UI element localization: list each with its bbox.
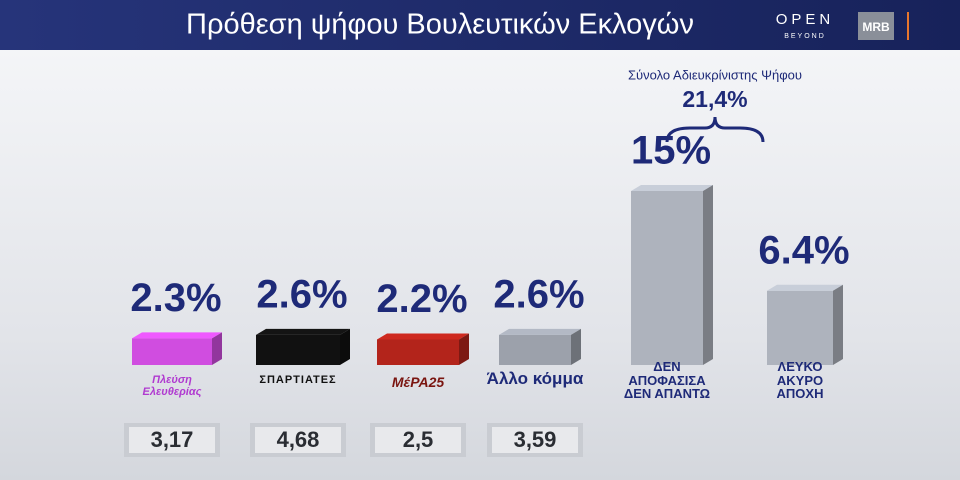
- value-label: 15%: [631, 129, 711, 173]
- annotation-value: 21,4%: [682, 86, 747, 112]
- value-label: 6.4%: [758, 228, 849, 272]
- bar-top: [767, 284, 843, 291]
- bar: [377, 339, 459, 365]
- bar-side: [833, 284, 843, 365]
- previous-label: 4,68: [277, 427, 320, 452]
- bar: [499, 334, 571, 365]
- category-label: ΜέΡΑ25: [391, 374, 445, 390]
- brace: [665, 116, 765, 143]
- category-label: Άλλο κόμμα: [486, 369, 584, 388]
- category-label: Πλεύση Ελευθερίας: [142, 374, 202, 398]
- partner: MRB: [862, 20, 890, 34]
- previous-inner: [129, 427, 215, 453]
- previous-inner: [492, 427, 578, 453]
- previous-label: 3,59: [514, 427, 557, 452]
- bar-top: [132, 332, 222, 339]
- category-label: ΛΕΥΚΟ ΑΚΥΡΟ ΑΠΟΧΗ: [776, 359, 824, 402]
- bar: [631, 191, 703, 365]
- bar-top: [256, 328, 350, 335]
- bar-top: [377, 333, 469, 340]
- bar-top: [499, 328, 581, 335]
- value-label: 2.2%: [376, 277, 467, 321]
- category-label: ΔΕΝ ΑΠΟΦΑΣΙΣΑ ΔΕΝ ΑΠΑΝΤΩ: [623, 359, 711, 402]
- previous-inner: [375, 427, 461, 453]
- value-label: 2.6%: [256, 272, 347, 316]
- logo: OPEN: [776, 11, 835, 28]
- value-label: 2.6%: [493, 272, 584, 316]
- previous-label: 2,5: [403, 427, 434, 452]
- previous-label: 3,17: [151, 427, 194, 452]
- tagline: BEYOND: [784, 33, 826, 40]
- value-label: 2.3%: [130, 276, 221, 320]
- bar-side: [703, 185, 713, 365]
- annotation-text: Σύνολο Αδιευκρίνιστης Ψήφου: [628, 67, 802, 82]
- category-label: ΣΠΑΡΤΙΑΤΕΣ: [259, 374, 337, 386]
- bar-side: [459, 333, 469, 365]
- bar-side: [212, 332, 222, 365]
- bar: [256, 334, 340, 365]
- bar-side: [571, 328, 581, 365]
- header-band: [0, 0, 960, 50]
- partner-box: [858, 12, 894, 40]
- chart-title: Πρόθεση ψήφου Βουλευτικών Εκλογών: [186, 9, 694, 41]
- bar: [132, 338, 212, 365]
- bar-top: [631, 185, 713, 191]
- bar-side: [340, 328, 350, 365]
- previous-inner: [255, 427, 341, 453]
- bar: [767, 290, 833, 365]
